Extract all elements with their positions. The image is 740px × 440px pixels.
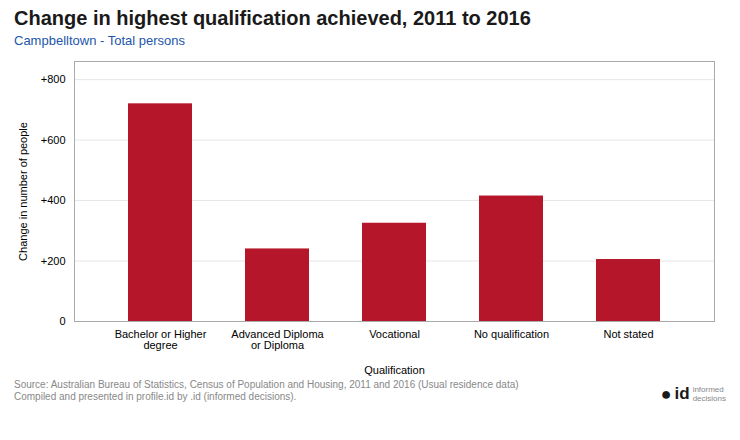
svg-text:+800: +800	[41, 73, 66, 85]
svg-text:+400: +400	[41, 194, 66, 206]
svg-text:+200: +200	[41, 255, 66, 267]
html-text:● id: ● id	[660, 384, 690, 404]
html-text:Campbelltown - Total persons: Campbelltown - Total persons	[14, 33, 185, 48]
svg-text:+600: +600	[41, 134, 66, 146]
svg-text:No qualification: No qualification	[474, 328, 549, 340]
html-text:Source: Australian Bureau of S: Source: Australian Bureau of Statistics,…	[14, 379, 519, 402]
svg-text:Vocational: Vocational	[369, 328, 420, 340]
svg-text:Advanced Diplomaor Diploma: Advanced Diplomaor Diploma	[231, 328, 324, 351]
svg-text:Not stated: Not stated	[603, 328, 653, 340]
html-text:informed decisions: informed decisions	[692, 385, 726, 403]
html-text:Change in highest qualificatio: Change in highest qualification achieved…	[14, 7, 531, 29]
svg-text:Change in number of people: Change in number of people	[17, 122, 29, 261]
svg-text:Qualification: Qualification	[364, 364, 425, 376]
svg-text:Bachelor or Higherdegree: Bachelor or Higherdegree	[115, 328, 207, 351]
svg-text:0: 0	[59, 315, 65, 327]
